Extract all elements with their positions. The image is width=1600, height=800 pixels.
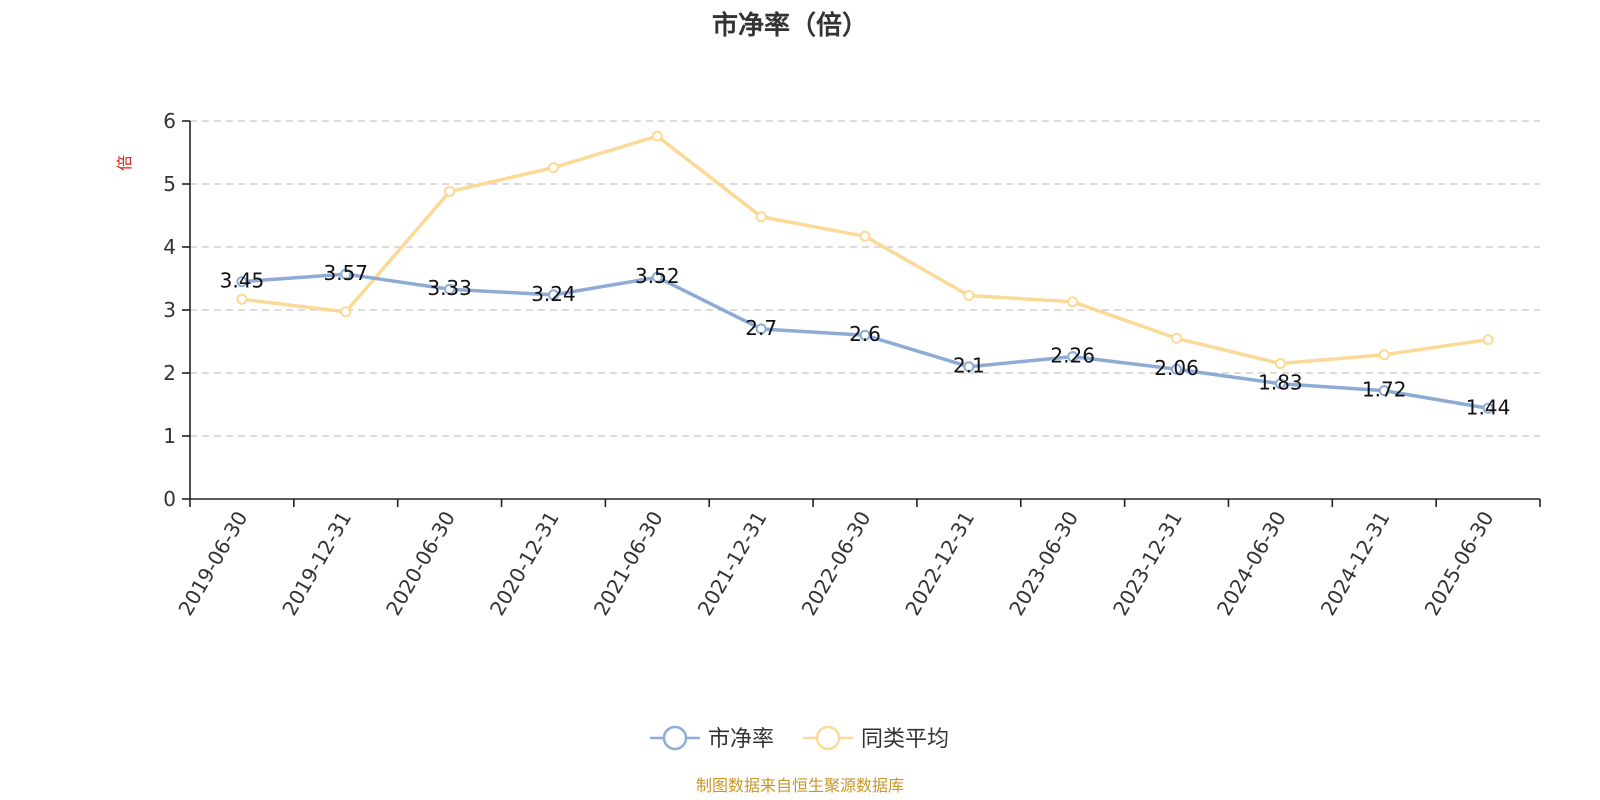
series-0-point[interactable] — [859, 329, 871, 341]
series-0-point[interactable] — [444, 283, 456, 295]
series-lines — [236, 130, 1494, 414]
x-tick-label: 2021-06-30 — [589, 507, 668, 620]
y-tick-label: 3 — [163, 298, 176, 322]
series-1-point[interactable] — [444, 186, 456, 198]
y-tick-labels: 0 1 2 3 4 5 6 — [163, 109, 176, 511]
data-label: 2.7 — [745, 316, 777, 340]
series-0-point[interactable] — [1378, 385, 1390, 397]
x-tick-label: 2023-06-30 — [1004, 507, 1083, 620]
series-0-point[interactable] — [547, 289, 559, 301]
x-tick-label: 2022-06-30 — [796, 507, 875, 620]
x-tick-label: 2019-12-31 — [277, 507, 356, 620]
legend-swatch-circle — [662, 725, 688, 751]
series-1-point[interactable] — [651, 130, 663, 142]
data-label: 3.33 — [427, 276, 472, 300]
y-tick-label: 0 — [163, 487, 176, 511]
series-0-point[interactable] — [1482, 402, 1494, 414]
data-label: 3.24 — [531, 282, 576, 306]
y-tick-label: 1 — [163, 424, 176, 448]
x-tick-labels: 2019-06-30 2019-12-31 2020-06-30 2020-12-31… — [173, 507, 1498, 620]
legend-label: 同类平均 — [861, 727, 949, 752]
series-0-point[interactable] — [236, 276, 248, 288]
data-label: 1.72 — [1362, 378, 1407, 402]
series-1-point[interactable] — [755, 211, 767, 223]
x-tick-label: 2019-06-30 — [173, 507, 252, 620]
series-1-point[interactable] — [340, 306, 352, 318]
series-0-point[interactable] — [1067, 351, 1079, 363]
x-tick-label: 2024-06-30 — [1212, 507, 1291, 620]
series-1-point[interactable] — [859, 230, 871, 242]
series-0-point[interactable] — [340, 268, 352, 280]
series-1-point[interactable] — [1378, 349, 1390, 361]
data-label: 1.44 — [1466, 395, 1511, 419]
series-1-point[interactable] — [1274, 358, 1286, 370]
chart-title: 市净率（倍） — [712, 10, 868, 41]
data-label: 2.06 — [1154, 356, 1199, 380]
data-source-note: 制图数据来自恒生聚源数据库 — [696, 776, 904, 795]
series-1-point[interactable] — [1171, 332, 1183, 344]
legend-item-1[interactable]: 同类平均 — [803, 725, 949, 752]
x-tick-label: 2024-12-31 — [1316, 507, 1395, 620]
series-1-point[interactable] — [236, 293, 248, 305]
x-tick-label: 2020-06-30 — [381, 507, 460, 620]
data-label: 2.1 — [953, 354, 985, 378]
y-tick-label: 5 — [163, 172, 176, 196]
x-tick-label: 2020-12-31 — [485, 507, 564, 620]
legend-item-0[interactable]: 市净率 — [650, 725, 774, 752]
legend[interactable]: 市净率 同类平均 — [650, 725, 949, 752]
series-0-point[interactable] — [651, 271, 663, 283]
series-0-point[interactable] — [963, 361, 975, 373]
y-tick-label: 2 — [163, 361, 176, 385]
x-tick-label: 2023-12-31 — [1108, 507, 1187, 620]
series-1-point[interactable] — [963, 290, 975, 302]
series-1-point[interactable] — [1067, 296, 1079, 308]
legend-swatch-circle — [815, 725, 841, 751]
series-0-point[interactable] — [1274, 378, 1286, 390]
series-0-point[interactable] — [755, 323, 767, 335]
x-tick-label: 2021-12-31 — [693, 507, 772, 620]
y-axis-label: 倍 — [115, 155, 134, 171]
x-tick-label: 2022-12-31 — [900, 507, 979, 620]
x-tick-label: 2025-06-30 — [1420, 507, 1499, 620]
series-1-point[interactable] — [1482, 334, 1494, 346]
data-label: 2.26 — [1050, 344, 1095, 368]
axes — [182, 120, 1541, 507]
y-tick-label: 6 — [163, 109, 176, 133]
data-label: 1.83 — [1258, 371, 1303, 395]
data-label: 3.45 — [220, 269, 265, 293]
series-1-point[interactable] — [547, 162, 559, 174]
data-labels: 3.45 3.57 3.33 3.24 3.52 2.7 2.6 2.1 2.26 2.06 1.8… — [220, 261, 1511, 419]
data-label: 3.57 — [324, 261, 369, 285]
series-0-point[interactable] — [1171, 363, 1183, 375]
grid-lines — [190, 120, 1540, 437]
data-label: 2.6 — [849, 322, 881, 346]
legend-label: 市净率 — [708, 727, 774, 752]
data-label: 3.52 — [635, 264, 680, 288]
y-tick-label: 4 — [163, 235, 176, 259]
